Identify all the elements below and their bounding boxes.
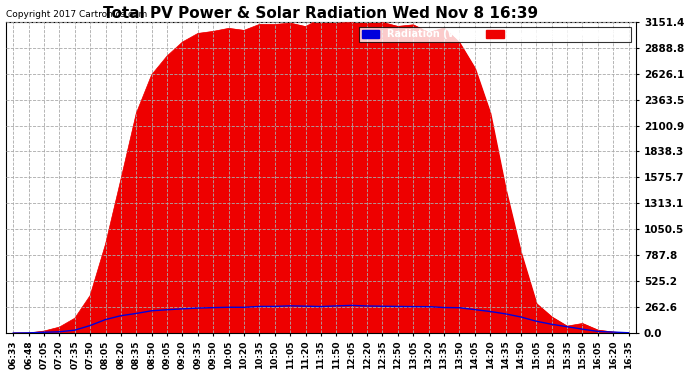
Title: Total PV Power & Solar Radiation Wed Nov 8 16:39: Total PV Power & Solar Radiation Wed Nov… [104, 6, 538, 21]
Legend: Radiation (W/m2), PV Panels (DC Watts): Radiation (W/m2), PV Panels (DC Watts) [359, 27, 631, 42]
Text: Copyright 2017 Cartronics.com: Copyright 2017 Cartronics.com [6, 10, 147, 19]
